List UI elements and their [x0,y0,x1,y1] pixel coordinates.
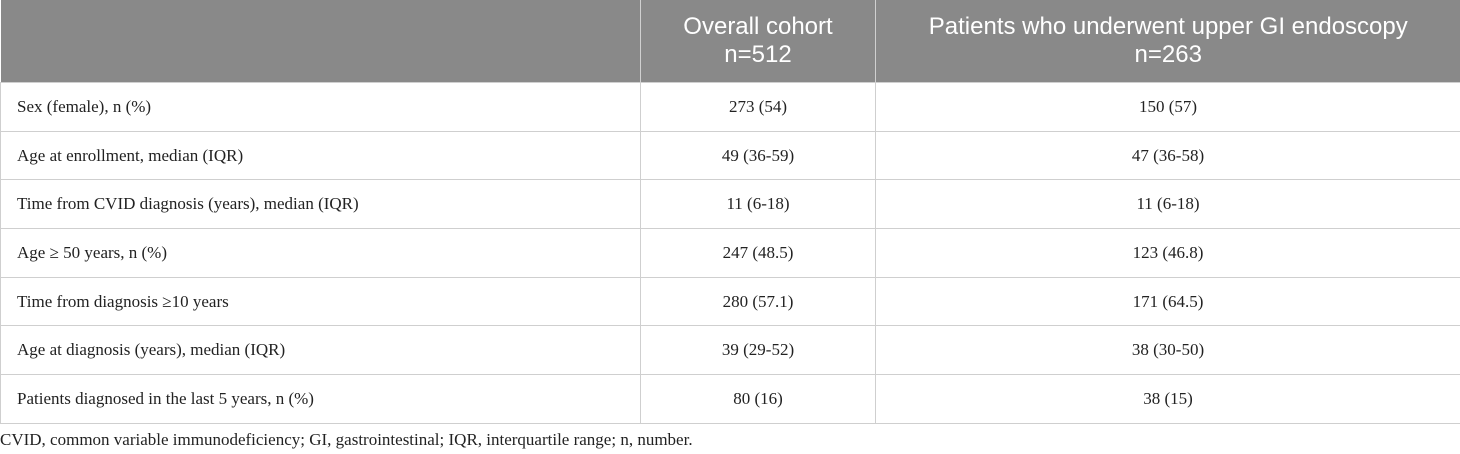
header-cell: Overall cohort n=512 [640,0,876,83]
cell: 123 (46.8) [875,228,1460,278]
table-row: Sex (female), n (%) 273 (54) 150 (57) [0,82,1460,132]
cell: 47 (36-58) [875,130,1460,181]
cell: 171 (64.5) [875,276,1460,327]
row-label: Age at diagnosis (years), median (IQR) [0,325,641,376]
table-row: Time from CVID diagnosis (years), median… [0,179,1460,230]
cell: 39 (29-52) [640,325,876,376]
row-label: Age at enrollment, median (IQR) [0,130,641,181]
cell: 280 (57.1) [640,276,876,327]
row-label: Sex (female), n (%) [0,82,641,132]
cell: 38 (15) [875,374,1460,424]
cell: 11 (6-18) [875,179,1460,230]
row-label: Patients diagnosed in the last 5 years, … [0,374,641,424]
table-row: Time from diagnosis ≥10 years 280 (57.1) 1… [0,276,1460,327]
header-text: n=512 [724,41,792,68]
table-row: Age ≥ 50 years, n (%) 247 (48.5) 123 (46.8… [0,228,1460,278]
data-table: Overall cohort n=512 Patients who underwen… [0,0,1460,424]
cell: 38 (30-50) [875,325,1460,376]
header-cell: Patients who underwent upper GI endoscop… [875,0,1460,83]
cell: 150 (57) [875,82,1460,132]
cell: 49 (36-59) [640,130,876,181]
header-text: n=263 [1134,41,1202,68]
header-text: Overall cohort [683,13,833,40]
cell: 247 (48.5) [640,228,876,278]
table-row: Patients diagnosed in the last 5 years, … [0,374,1460,424]
footnote: CVID, common variable immunodeficiency; … [0,430,693,449]
header-row: Overall cohort n=512 Patients who underwen… [0,0,1460,83]
row-label: Time from diagnosis ≥10 years [0,276,641,327]
table-row: Age at diagnosis (years), median (IQR) 39… [0,325,1460,376]
row-label: Age ≥ 50 years, n (%) [0,228,641,278]
cell: 11 (6-18) [640,179,876,230]
cell: 273 (54) [640,82,876,132]
table-row: Age at enrollment, median (IQR) 49 (36-59… [0,130,1460,181]
cell: 80 (16) [640,374,876,424]
header-cell [0,0,641,83]
row-label: Time from CVID diagnosis (years), median… [0,179,641,230]
header-text: Patients who underwent upper GI endoscop… [928,13,1408,40]
